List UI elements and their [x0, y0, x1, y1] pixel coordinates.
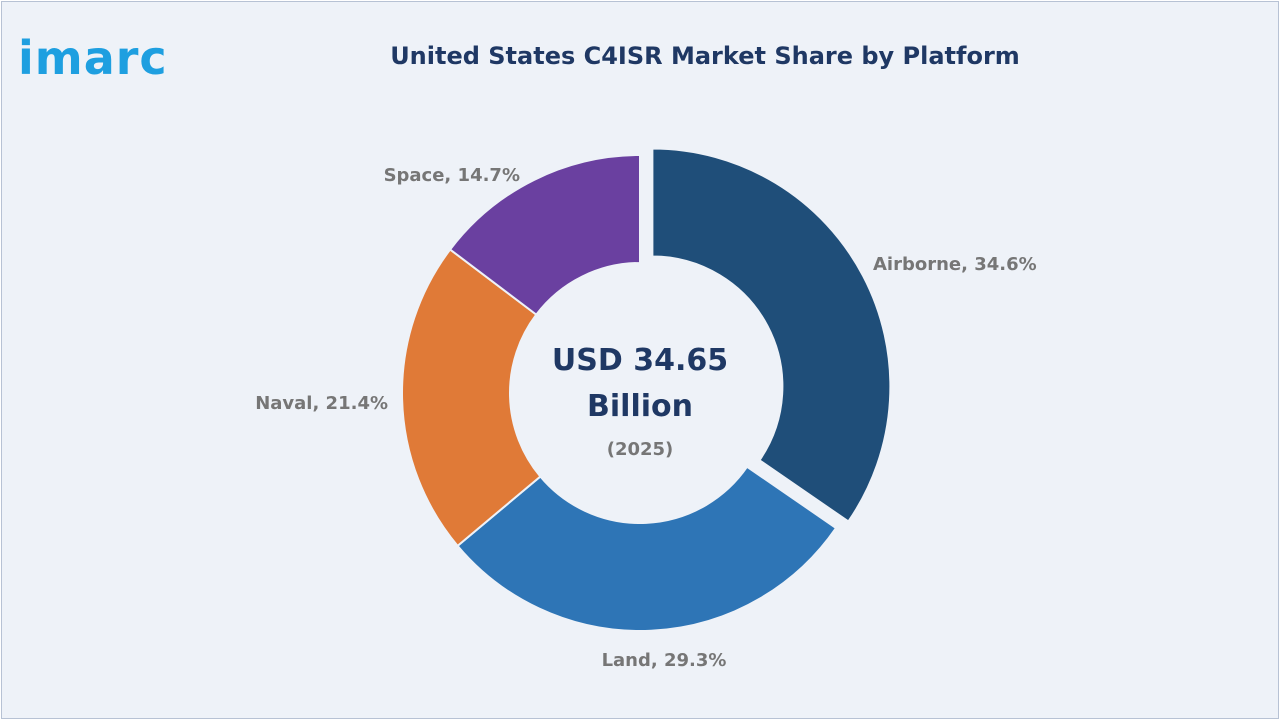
slice-label-airborne: Airborne, 34.6% — [873, 254, 1037, 275]
slice-naval — [401, 248, 542, 548]
slice-space — [448, 153, 641, 317]
imarc-logo: imarc — [18, 28, 168, 88]
center-value-line1: USD 34.65 — [552, 343, 728, 378]
slice-label-naval: Naval, 21.4% — [255, 393, 388, 414]
labels-group: Airborne, 34.6% Land, 29.3% Naval, 21.4% Sp… — [255, 165, 1037, 671]
slice-label-land: Land, 29.3% — [602, 650, 727, 671]
center-year: (2025) — [607, 439, 674, 460]
slice-airborne — [651, 147, 892, 523]
logo-text: imarc — [18, 31, 168, 85]
chart-title: United States C4ISR Market Share by Plat… — [390, 42, 1020, 70]
center-value-line2: Billion — [587, 389, 693, 424]
slice-land — [456, 465, 838, 632]
slices-group — [401, 147, 892, 632]
slice-label-space: Space, 14.7% — [384, 165, 520, 186]
